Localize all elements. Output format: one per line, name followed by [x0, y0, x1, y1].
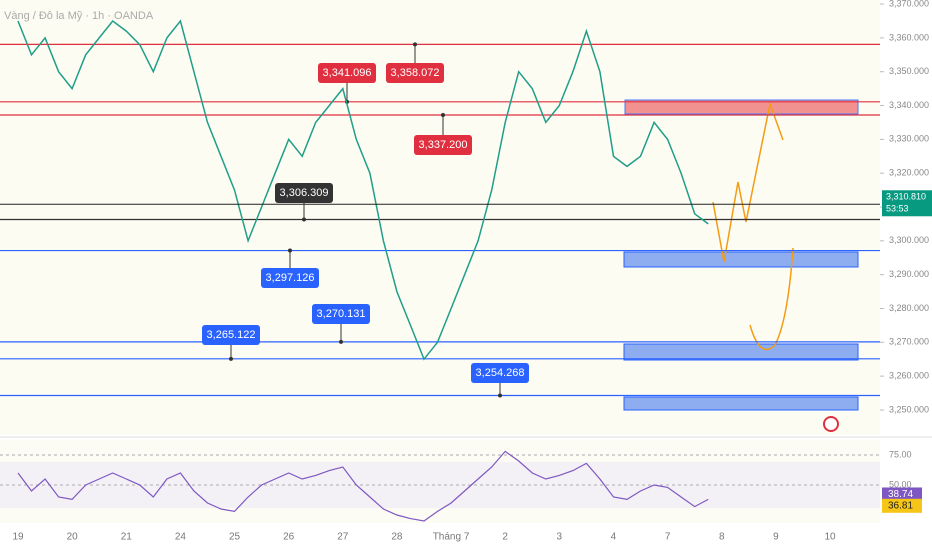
- y-tick-label: 3,260.000: [889, 371, 929, 381]
- rsi-tick-label: 50.00: [889, 479, 912, 489]
- level-label: 3,337.200: [419, 139, 468, 151]
- level-label-box: [414, 135, 472, 155]
- x-tick-label: 8: [719, 532, 725, 543]
- rsi-value-box: [882, 498, 922, 513]
- demand-zone: [623, 343, 859, 361]
- rsi-value-label: 36.81: [888, 500, 913, 511]
- level-label-box: [275, 183, 333, 203]
- level-label: 3,297.126: [266, 272, 315, 284]
- level-dot: [441, 113, 445, 118]
- x-tick-label: 9: [773, 532, 779, 543]
- x-tick-label: 24: [175, 532, 187, 543]
- y-tick-label: 3,370.000: [889, 0, 929, 8]
- level-dot: [288, 248, 292, 253]
- y-tick-label: 3,340.000: [889, 100, 929, 110]
- level-label-box: [202, 325, 260, 345]
- chart-title: Vàng / Đô la Mỹ · 1h · OANDA: [4, 10, 154, 22]
- level-dot: [498, 393, 502, 398]
- x-tick-label: 21: [121, 532, 133, 543]
- level-dot: [413, 42, 417, 47]
- level-label-box: [261, 268, 319, 288]
- projection-arrow: [712, 101, 784, 263]
- supply-zone: [624, 99, 859, 115]
- x-tick-label: 20: [67, 532, 79, 543]
- level-label-box: [312, 304, 370, 324]
- level-label: 3,306.309: [280, 187, 329, 199]
- level-dot: [339, 339, 343, 344]
- x-tick-label: 4: [611, 532, 617, 543]
- level-dot: [229, 356, 233, 361]
- x-tick-label: 25: [229, 532, 241, 543]
- y-tick-label: 3,360.000: [889, 32, 929, 42]
- price-line: [17, 19, 709, 361]
- demand-zone: [623, 396, 859, 411]
- x-tick-label: 19: [12, 532, 24, 543]
- y-tick-label: 3,330.000: [889, 134, 929, 144]
- x-tick-label: 7: [665, 532, 671, 543]
- rsi-value-label: 38.74: [888, 489, 913, 500]
- level-label: 3,254.268: [476, 367, 525, 379]
- projection-arrow: [749, 247, 794, 351]
- y-tick-label: 3,270.000: [889, 337, 929, 347]
- y-tick-label: 3,250.000: [889, 404, 929, 414]
- y-tick-label: 3,290.000: [889, 269, 929, 279]
- y-tick-label: 3,350.000: [889, 66, 929, 76]
- level-label-box: [318, 63, 376, 83]
- y-tick-label: 3,300.000: [889, 235, 929, 245]
- y-tick-label: 3,320.000: [889, 168, 929, 178]
- level-label-box: [386, 63, 444, 83]
- x-tick-label: 2: [502, 532, 508, 543]
- rsi-value-box: [882, 487, 922, 502]
- current-price-box: [882, 190, 932, 217]
- x-tick-label: 27: [337, 532, 349, 543]
- level-label: 3,341.096: [323, 67, 372, 79]
- x-tick-label: 26: [283, 532, 295, 543]
- demand-zone: [623, 251, 859, 268]
- level-label: 3,265.122: [207, 329, 256, 341]
- countdown-label: 53:53: [886, 204, 909, 214]
- rsi-tick-label: 75.00: [889, 449, 912, 459]
- x-tick-label: 3: [557, 532, 563, 543]
- level-label: 3,270.131: [317, 308, 366, 320]
- rsi-line: [17, 450, 709, 522]
- current-price-label: 3,310.810: [886, 192, 926, 202]
- level-label: 3,358.072: [391, 67, 440, 79]
- y-tick-label: 3,280.000: [889, 303, 929, 313]
- x-tick-label: 10: [824, 532, 836, 543]
- level-label-box: [471, 363, 529, 383]
- event-icon: [823, 416, 839, 432]
- level-dot: [302, 217, 306, 222]
- x-tick-label: Tháng 7: [433, 532, 470, 543]
- x-tick-label: 28: [391, 532, 403, 543]
